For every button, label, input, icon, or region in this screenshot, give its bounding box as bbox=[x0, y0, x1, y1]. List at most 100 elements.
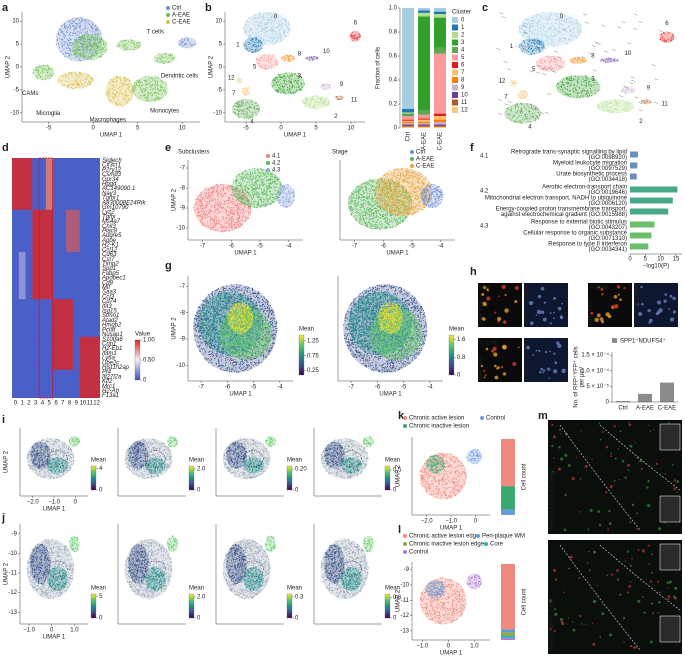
cell bbox=[146, 97, 147, 98]
cell bbox=[258, 178, 259, 179]
cell bbox=[259, 185, 260, 186]
cell bbox=[573, 24, 574, 25]
cell bbox=[69, 24, 70, 25]
velocity-arrow bbox=[507, 68, 511, 70]
cell bbox=[76, 35, 77, 36]
cell bbox=[538, 35, 539, 36]
cell bbox=[135, 94, 136, 95]
cell bbox=[263, 173, 264, 174]
cell bbox=[352, 36, 353, 37]
cell bbox=[546, 41, 547, 42]
cell bbox=[201, 203, 202, 204]
cell bbox=[270, 26, 271, 27]
cell bbox=[288, 190, 289, 191]
cell bbox=[564, 39, 565, 40]
cell bbox=[160, 58, 161, 59]
cell bbox=[626, 111, 627, 112]
cell bbox=[258, 111, 259, 112]
cell bbox=[671, 37, 672, 38]
cell bbox=[243, 111, 244, 112]
cell bbox=[323, 100, 324, 101]
cluster-label: 5 bbox=[532, 67, 536, 73]
cell bbox=[353, 35, 354, 36]
cell bbox=[86, 45, 87, 46]
cell bbox=[255, 190, 256, 191]
cell bbox=[271, 22, 272, 23]
cell bbox=[69, 35, 70, 36]
cell bbox=[148, 76, 149, 77]
cell bbox=[236, 80, 237, 81]
cell bbox=[229, 214, 230, 215]
cell bbox=[569, 18, 570, 19]
cell bbox=[219, 220, 220, 221]
cell bbox=[232, 218, 233, 219]
cell bbox=[45, 75, 46, 76]
cell bbox=[551, 39, 552, 40]
cell bbox=[536, 42, 537, 43]
cell bbox=[356, 39, 357, 40]
cell bbox=[237, 179, 238, 180]
cell bbox=[529, 29, 530, 30]
cell bbox=[660, 34, 661, 35]
cell bbox=[97, 40, 98, 41]
cell bbox=[71, 73, 72, 74]
cell bbox=[606, 104, 607, 105]
velocity-arrow bbox=[652, 64, 656, 66]
cell bbox=[172, 57, 173, 58]
cell bbox=[90, 27, 91, 28]
cell bbox=[364, 211, 365, 212]
velocity-arrow bbox=[627, 42, 631, 44]
cell bbox=[144, 89, 145, 90]
cell bbox=[68, 50, 69, 51]
cell bbox=[548, 67, 549, 68]
cell bbox=[281, 198, 282, 199]
cell bbox=[250, 30, 251, 31]
cell bbox=[40, 66, 41, 67]
cell bbox=[95, 35, 96, 36]
cell bbox=[528, 33, 529, 34]
cell bbox=[137, 46, 138, 47]
cell bbox=[251, 186, 252, 187]
cell bbox=[580, 97, 581, 98]
cell bbox=[258, 42, 259, 43]
cell bbox=[650, 102, 651, 103]
cell bbox=[157, 85, 158, 86]
cell bbox=[208, 213, 209, 214]
cell bbox=[87, 84, 88, 85]
cell bbox=[555, 19, 556, 20]
cell bbox=[572, 97, 573, 98]
cluster-label: 10 bbox=[625, 51, 632, 57]
cell bbox=[245, 25, 246, 26]
cell bbox=[290, 92, 291, 93]
cell bbox=[537, 43, 538, 44]
cell bbox=[297, 80, 298, 81]
cell bbox=[590, 91, 591, 92]
cell bbox=[33, 72, 34, 73]
cell bbox=[255, 49, 256, 50]
cell bbox=[115, 103, 116, 104]
cell bbox=[67, 45, 68, 46]
cluster-label: 4 bbox=[250, 120, 254, 126]
cell bbox=[539, 49, 540, 50]
cell bbox=[65, 27, 66, 28]
cell bbox=[108, 92, 109, 93]
cell bbox=[125, 50, 126, 51]
cell bbox=[124, 99, 125, 100]
cell bbox=[527, 117, 528, 118]
cell bbox=[121, 80, 122, 81]
cell bbox=[225, 228, 226, 229]
cell bbox=[205, 194, 206, 195]
cell bbox=[285, 22, 286, 23]
cell bbox=[622, 100, 623, 101]
cell bbox=[248, 207, 249, 208]
bar-segment bbox=[402, 109, 414, 113]
cell bbox=[228, 227, 229, 228]
cell bbox=[38, 74, 39, 75]
cell bbox=[585, 85, 586, 86]
cell bbox=[76, 52, 77, 53]
cell bbox=[240, 212, 241, 213]
cell bbox=[151, 99, 152, 100]
cell bbox=[610, 61, 611, 62]
cell bbox=[626, 101, 627, 102]
cell bbox=[82, 43, 83, 44]
